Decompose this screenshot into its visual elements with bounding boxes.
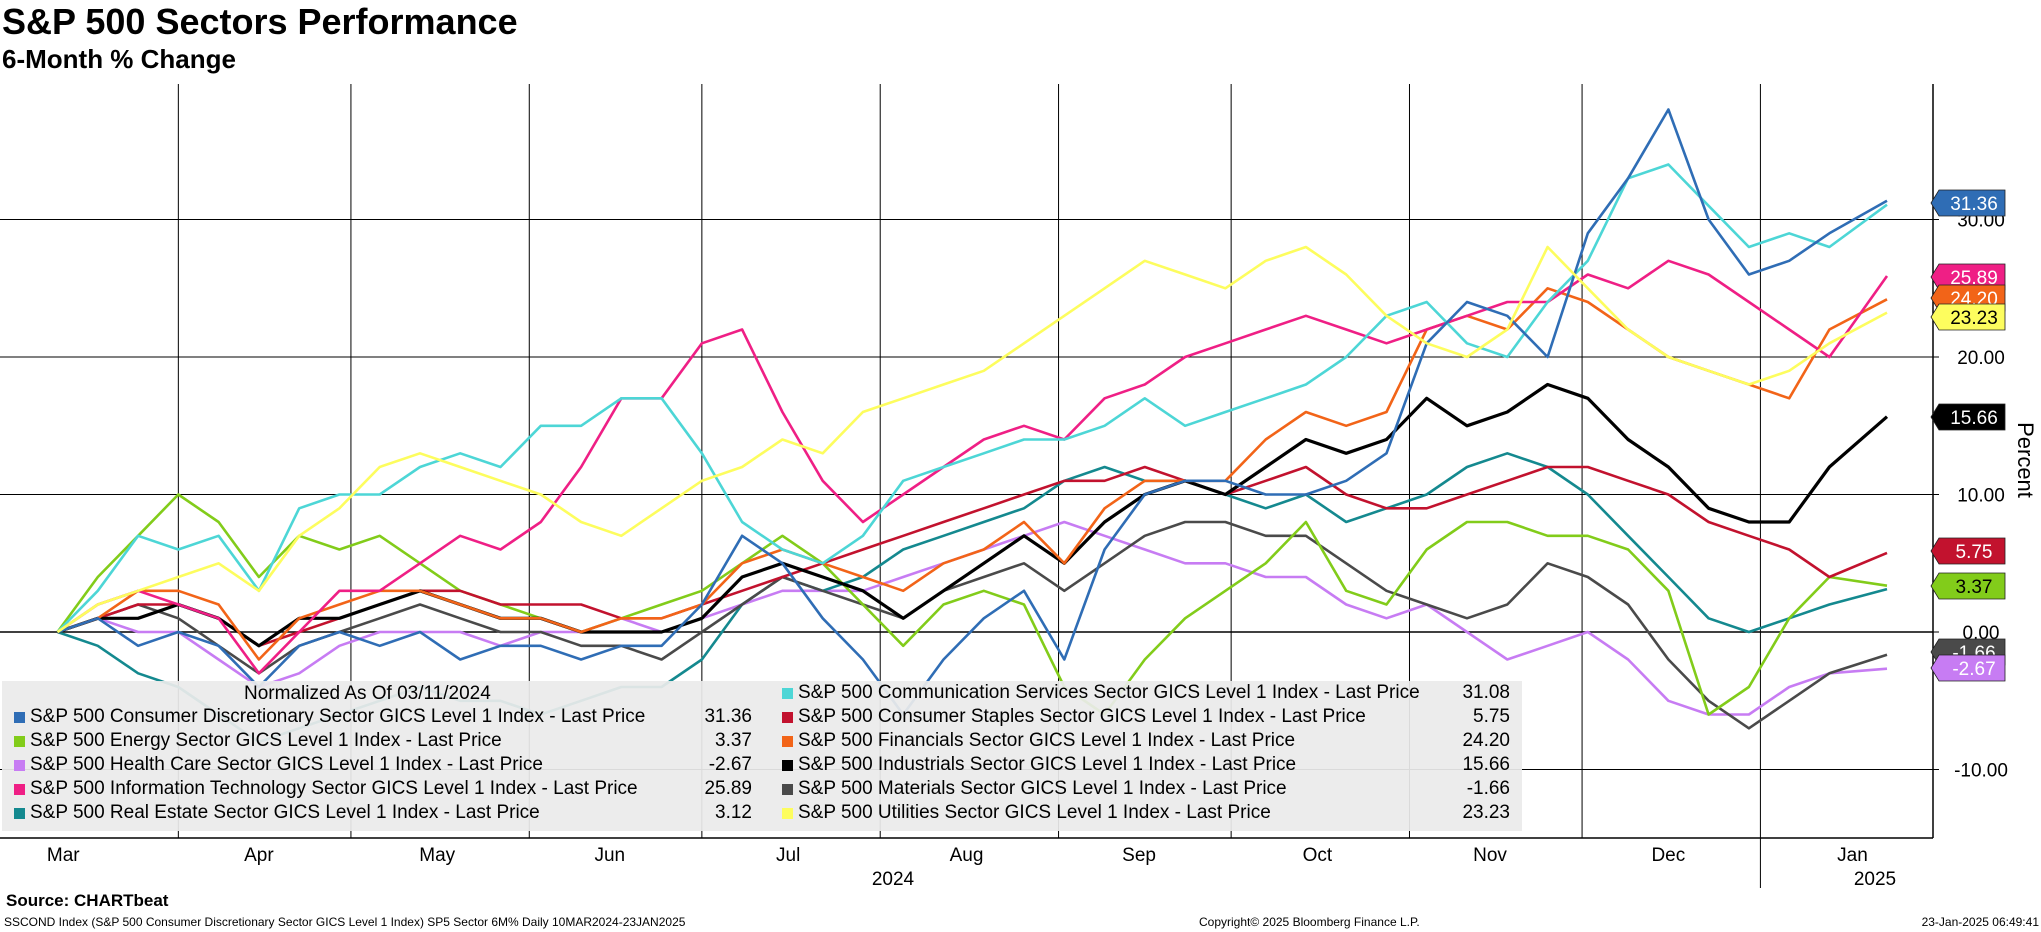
legend-item-industrials: S&P 500 Industrials Sector GICS Level 1 … — [772, 753, 1510, 777]
footer-timestamp: 23-Jan-2025 06:49:41 — [1921, 915, 2039, 929]
legend-swatch — [782, 760, 793, 771]
x-tick-label-apr: Apr — [244, 845, 274, 866]
value-tag-box — [1930, 572, 2006, 600]
legend-label: S&P 500 Industrials Sector GICS Level 1 … — [798, 754, 1297, 775]
legend-value: -1.66 — [1466, 778, 1510, 799]
series-line-information-technology — [56, 259, 1889, 675]
legend-item-utilities: S&P 500 Utilities Sector GICS Level 1 In… — [772, 801, 1510, 825]
x-tick-label-jan: Jan — [1837, 845, 1868, 866]
legend-item-materials: S&P 500 Materials Sector GICS Level 1 In… — [772, 777, 1510, 801]
x-tick-label-oct: Oct — [1303, 845, 1333, 866]
value-tag-label: 3.37 — [1956, 577, 1993, 598]
legend-value: 24.20 — [1462, 730, 1510, 751]
legend-swatch — [782, 736, 793, 747]
legend-swatch — [782, 784, 793, 795]
legend-label: S&P 500 Health Care Sector GICS Level 1 … — [30, 754, 543, 775]
series-line-energy — [56, 493, 1888, 716]
legend-item-financials: S&P 500 Financials Sector GICS Level 1 I… — [772, 729, 1510, 753]
legend-label: S&P 500 Communication Services Sector GI… — [798, 682, 1420, 703]
value-tag-label: -2.67 — [1952, 659, 1995, 680]
value-tag-box — [1930, 403, 2006, 431]
x-tick-label-mar: Mar — [47, 845, 80, 866]
value-tag-label: 31.36 — [1950, 194, 1998, 215]
x-tick-label-jul: Jul — [776, 845, 800, 866]
series-line-industrials — [56, 382, 1889, 648]
y-tick-label-1: 20.00 — [1957, 348, 2005, 369]
legend-swatch — [782, 808, 793, 819]
series-line-consumer-discretionary — [57, 108, 1888, 716]
legend-item-real-estate: S&P 500 Real Estate Sector GICS Level 1 … — [4, 801, 752, 825]
legend-value: 3.37 — [715, 730, 752, 751]
series-line-utilities — [56, 245, 1888, 634]
value-tag-label: 23.23 — [1950, 308, 1998, 329]
legend-value: 25.89 — [704, 778, 752, 799]
legend: Normalized As Of 03/11/2024 S&P 500 Cons… — [2, 681, 1522, 831]
value-tag-box — [1930, 537, 2006, 565]
legend-item-energy: S&P 500 Energy Sector GICS Level 1 Index… — [4, 729, 752, 753]
x-year-label-2024: 2024 — [872, 869, 915, 890]
legend-value: 23.23 — [1462, 802, 1510, 823]
value-tag-box — [1930, 189, 2006, 217]
value-tag-consumer-discretionary: 31.36 — [1930, 189, 2006, 217]
value-tag-box — [1930, 303, 2006, 331]
legend-item-communication-services: S&P 500 Communication Services Sector GI… — [772, 681, 1510, 705]
legend-swatch — [782, 688, 793, 699]
legend-swatch — [14, 784, 25, 795]
legend-label: S&P 500 Financials Sector GICS Level 1 I… — [798, 730, 1296, 751]
chart-subtitle: 6-Month % Change — [2, 44, 236, 74]
y-tick-label-2: 10.00 — [1957, 486, 2005, 507]
source-note: Source: CHARTbeat — [6, 891, 169, 910]
legend-value: 31.08 — [1462, 682, 1510, 703]
x-tick-label-dec: Dec — [1651, 845, 1685, 866]
legend-label: S&P 500 Real Estate Sector GICS Level 1 … — [30, 802, 540, 823]
legend-value: 5.75 — [1473, 706, 1510, 727]
legend-item-information-technology: S&P 500 Information Technology Sector GI… — [4, 777, 752, 801]
value-tag-label: 25.89 — [1950, 268, 1998, 289]
legend-label: S&P 500 Consumer Discretionary Sector GI… — [30, 706, 646, 727]
legend-item-health-care: S&P 500 Health Care Sector GICS Level 1 … — [4, 753, 752, 777]
x-year-label-2025: 2025 — [1854, 869, 1896, 890]
x-tick-label-aug: Aug — [950, 845, 984, 866]
chart-title: S&P 500 Sectors Performance — [2, 1, 518, 42]
footer-index-info: SSCOND Index (S&P 500 Consumer Discretio… — [4, 915, 686, 929]
legend-swatch — [782, 712, 793, 723]
series-line-communication-services — [56, 163, 1888, 633]
value-tag-box — [1930, 654, 2006, 682]
legend-title: Normalized As Of 03/11/2024 — [244, 683, 491, 704]
legend-label: S&P 500 Energy Sector GICS Level 1 Index… — [30, 730, 502, 751]
series-line-materials — [57, 520, 1888, 730]
legend-swatch — [14, 760, 25, 771]
x-tick-label-jun: Jun — [594, 845, 625, 866]
footer-copyright: Copyright© 2025 Bloomberg Finance L.P. — [1199, 915, 1420, 929]
value-tag-label: 5.75 — [1956, 542, 1993, 563]
legend-value: -2.67 — [708, 754, 752, 775]
value-tag-label: 15.66 — [1950, 408, 1998, 429]
legend-value: 3.12 — [715, 802, 752, 823]
legend-swatch — [14, 736, 25, 747]
legend-label: S&P 500 Consumer Staples Sector GICS Lev… — [798, 706, 1366, 727]
legend-value: 15.66 — [1462, 754, 1510, 775]
value-tag-utilities: 23.23 — [1930, 303, 2006, 331]
value-tag-consumer-staples: 5.75 — [1930, 537, 2006, 565]
legend-item-consumer-discretionary: S&P 500 Consumer Discretionary Sector GI… — [4, 705, 752, 729]
x-tick-label-sep: Sep — [1122, 845, 1156, 866]
legend-item-consumer-staples: S&P 500 Consumer Staples Sector GICS Lev… — [772, 705, 1510, 729]
x-tick-label-nov: Nov — [1473, 845, 1507, 866]
legend-label: S&P 500 Utilities Sector GICS Level 1 In… — [798, 802, 1271, 823]
value-tag-energy: 3.37 — [1930, 572, 2006, 600]
legend-swatch — [14, 712, 25, 723]
value-tag-health-care: -2.67 — [1930, 654, 2006, 682]
value-tag-industrials: 15.66 — [1930, 403, 2006, 431]
x-tick-label-may: May — [419, 845, 455, 866]
legend-swatch — [14, 808, 25, 819]
y-tick-label-4: -10.00 — [1954, 761, 2008, 782]
legend-value: 31.36 — [704, 706, 752, 727]
legend-label: S&P 500 Materials Sector GICS Level 1 In… — [798, 778, 1287, 799]
y-axis-title: Percent — [2013, 422, 2038, 498]
legend-label: S&P 500 Information Technology Sector GI… — [30, 778, 638, 799]
